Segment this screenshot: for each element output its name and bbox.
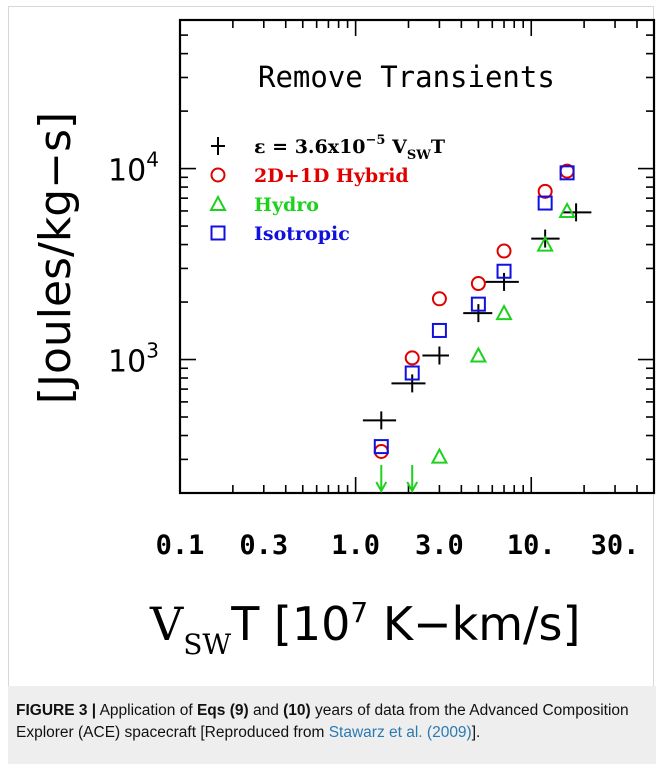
- circle-point: [537, 183, 553, 199]
- legend-label-v: V: [385, 136, 408, 158]
- x-axis-label-end: K−km/s]: [368, 597, 580, 651]
- x-axis-label-sub: SW: [183, 628, 231, 661]
- x-tick-label: 30.: [591, 530, 640, 561]
- legend-label: Hydro: [254, 194, 319, 216]
- y-tick-label-base: 10: [108, 154, 146, 189]
- x-tick-label: 0.1: [156, 530, 205, 561]
- upper-limit-arrow-head: [375, 481, 388, 494]
- plot-frame: [178, 18, 656, 495]
- legend-label-main: ε = 3.6x10: [254, 136, 366, 158]
- ticks: [179, 19, 655, 494]
- square-point: [404, 365, 420, 381]
- legend-marker-circle: [210, 167, 226, 183]
- triangle-point: [558, 201, 576, 218]
- caption-text-3: years of data from the Advanced Composit…: [16, 702, 629, 741]
- upper-limit-arrow-head: [406, 481, 419, 494]
- triangle-point: [495, 304, 513, 321]
- legend-label: ε = 3.6x10−5 VSWT: [254, 133, 445, 163]
- circle-point: [404, 350, 420, 366]
- legend-label: 2D+1D Hybrid: [254, 165, 409, 187]
- triangle-point: [536, 235, 554, 252]
- x-axis-label-exp: 7: [350, 596, 368, 629]
- caption-eq-2[interactable]: (10): [283, 702, 311, 719]
- square-point: [373, 439, 389, 455]
- y-tick-label-exponent: 3: [146, 339, 159, 363]
- circle-point: [496, 243, 512, 259]
- x-tick-label: 1.0: [331, 530, 380, 561]
- legend-marker-plus: [211, 137, 225, 155]
- legend-label: Isotropic: [254, 223, 350, 245]
- caption-eq-1[interactable]: Eqs (9): [196, 702, 249, 719]
- figure-caption: FIGURE 3 | Application of Eqs (9) and (1…: [16, 700, 652, 744]
- legend-label-exp: −5: [366, 133, 386, 148]
- x-axis-label-v: V: [149, 597, 184, 651]
- legend-marker-triangle: [209, 194, 227, 211]
- x-tick-label: 3.0: [415, 530, 464, 561]
- axis-labels: 0.1 0.3 1.0 3.0 10. 30.103104[Joules/kg−s]VSW…: [30, 60, 639, 661]
- caption-text-1: Application of: [96, 702, 197, 719]
- y-tick-label: 103: [108, 339, 159, 380]
- circle-point: [431, 291, 447, 307]
- circle-point: [470, 276, 486, 292]
- triangle-point: [430, 447, 449, 464]
- legend-label-t: T: [431, 136, 445, 158]
- legend-marker-square: [210, 225, 226, 241]
- y-tick-label-exponent: 4: [146, 148, 159, 172]
- caption-reference-link[interactable]: Stawarz et al. (2009): [328, 724, 472, 741]
- axes: [178, 18, 656, 495]
- caption-text-2: and: [248, 702, 284, 719]
- chart-title: Remove Transients: [258, 60, 555, 94]
- square-point: [537, 195, 553, 211]
- data-marks: [362, 163, 592, 494]
- x-axis-label: VSWT [107 K−km/s]: [149, 596, 580, 661]
- y-tick-label-base: 10: [108, 345, 146, 380]
- figure-label: FIGURE 3 |: [16, 702, 97, 719]
- legend-label-sub: SW: [407, 148, 431, 163]
- triangle-point: [469, 346, 488, 363]
- square-point: [496, 263, 512, 279]
- y-axis-label: [Joules/kg−s]: [30, 112, 81, 404]
- caption-background: [8, 686, 656, 764]
- x-tick-label: 10.: [507, 530, 556, 561]
- y-tick-label: 104: [108, 148, 159, 189]
- square-point: [431, 322, 447, 338]
- x-axis-label-rest: T [10: [230, 597, 350, 651]
- caption-text-4: ].: [471, 724, 481, 741]
- circle-point: [373, 443, 389, 459]
- square-point: [559, 165, 575, 181]
- x-tick-label: 0.3: [239, 530, 288, 561]
- square-point: [470, 296, 486, 312]
